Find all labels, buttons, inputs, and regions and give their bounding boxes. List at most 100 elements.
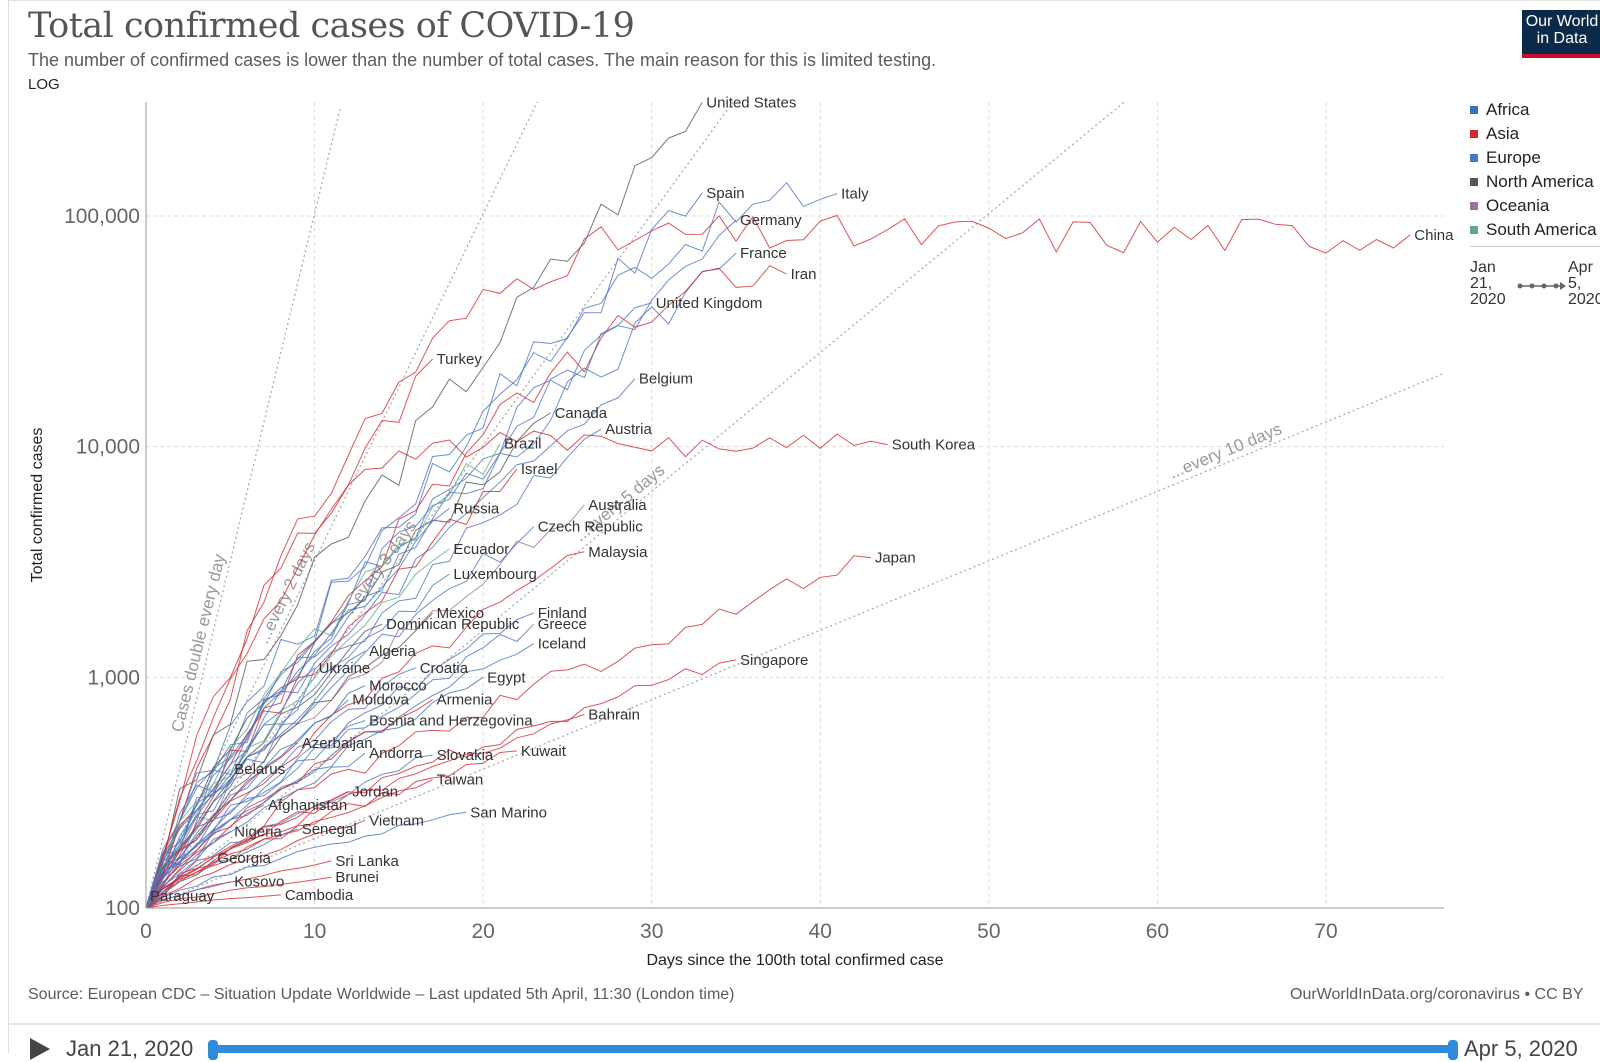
country-label: Jordan (352, 783, 398, 800)
country-label: Iceland (538, 636, 586, 653)
logo-line-2: in Data (1536, 30, 1588, 47)
country-label: Brazil (504, 436, 542, 453)
series-line (146, 428, 602, 908)
country-label: Cambodia (285, 887, 354, 904)
reference-line-label: Cases double every day (168, 552, 229, 734)
country-label: Ukraine (319, 660, 371, 677)
y-axis-title: Total confirmed cases (29, 428, 46, 583)
country-label: Algeria (369, 643, 416, 660)
play-icon[interactable] (30, 1038, 50, 1060)
legend-swatch (1470, 106, 1478, 114)
reference-lines-layer: Cases double every day ...every 2 days...… (146, 102, 1444, 908)
timeline-start-handle[interactable] (208, 1040, 218, 1060)
country-label: France (740, 245, 787, 262)
timeline-start-date: Jan 21, 2020 (66, 1036, 194, 1061)
country-label: Kuwait (521, 743, 567, 760)
country-label: Israel (521, 461, 558, 478)
log-scale-toggle[interactable]: LOG (28, 76, 60, 93)
axes-layer: 0 10 20 30 40 50 60 70 100 1,000 10,000 100,000 Days… (29, 102, 1444, 969)
x-axis-title: Days since the 100th total confirmed cas… (646, 952, 943, 969)
country-label: Russia (453, 500, 500, 517)
series-line (146, 412, 551, 908)
y-tick-label: 1,000 (87, 666, 140, 689)
x-tick-label: 60 (1146, 920, 1169, 943)
country-label: Morocco (369, 678, 427, 695)
country-label: Paraguay (150, 888, 215, 905)
series-line (146, 181, 838, 908)
time-legend-end: Apr 5, 2020 (1568, 259, 1600, 308)
country-label: Armenia (437, 692, 494, 709)
country-label: Bahrain (588, 707, 640, 724)
country-labels-layer: United States Spain Italy Germany China Franc… (150, 94, 1454, 904)
series-line (146, 573, 450, 908)
country-label: Singapore (740, 652, 808, 669)
country-label: Andorra (369, 745, 423, 762)
series-line (146, 819, 366, 908)
time-legend: Jan 21, 2020 Apr 5, 2020 (1470, 260, 1600, 320)
series-line (146, 659, 737, 908)
country-label: South Korea (892, 437, 976, 454)
series-line (146, 811, 467, 908)
series-line (146, 699, 349, 908)
legend-swatch (1470, 202, 1478, 210)
timeline-end-handle[interactable] (1448, 1040, 1458, 1060)
country-label: Nigeria (234, 823, 282, 840)
country-label: Vietnam (369, 812, 424, 829)
reference-line (146, 102, 1126, 908)
series-line (146, 214, 1411, 908)
country-label: Luxembourg (453, 566, 536, 583)
series-line (146, 526, 535, 908)
series-line (146, 895, 155, 908)
series-line (146, 667, 315, 908)
x-tick-label: 0 (140, 920, 152, 943)
legend-label: Oceania (1486, 196, 1550, 215)
x-tick-label: 70 (1314, 920, 1337, 943)
country-label: Brunei (335, 869, 378, 886)
source-url[interactable]: OurWorldInData.org/coronavirus • CC BY (1290, 986, 1584, 1003)
series-line (146, 828, 298, 908)
series-line (146, 714, 585, 908)
country-label: Greece (538, 616, 587, 633)
source-note: Source: European CDC – Situation Update … (28, 986, 735, 1003)
country-label: Georgia (217, 850, 271, 867)
series-line (146, 302, 652, 908)
owid-logo[interactable]: Our World in Data (1522, 10, 1600, 58)
series-line (146, 742, 299, 908)
country-label: Slovakia (437, 747, 494, 764)
time-legend-start: Jan 21, 2020 (1470, 259, 1506, 308)
country-label: Egypt (487, 669, 526, 686)
country-label: Australia (588, 497, 647, 514)
country-label: Azerbaijan (302, 735, 373, 752)
time-legend-arrow-icon (1517, 282, 1566, 290)
country-label: Belgium (639, 371, 693, 388)
page-title: Total confirmed cases of COVID-19 (28, 6, 635, 46)
series-line (146, 643, 534, 908)
country-label: Sri Lanka (335, 853, 399, 870)
country-label: San Marino (470, 804, 547, 821)
legend-label: Africa (1486, 100, 1530, 119)
timeline-slider[interactable] (212, 1045, 1452, 1053)
country-label: Bosnia and Herzegovina (369, 712, 533, 729)
legend-swatch (1470, 226, 1478, 234)
country-label: United States (706, 94, 796, 111)
series-line (146, 265, 787, 908)
country-label: Japan (875, 550, 916, 567)
footer-separator (8, 1023, 1600, 1025)
series-line (146, 252, 737, 908)
reference-line (146, 109, 341, 908)
chart-frame (8, 0, 1600, 1053)
country-label: Iran (791, 266, 817, 283)
series-line (146, 699, 433, 908)
x-tick-label: 40 (809, 920, 832, 943)
country-label: Malaysia (588, 544, 648, 561)
series-line (146, 804, 265, 908)
legend-swatch (1470, 130, 1478, 138)
series-line (146, 430, 888, 908)
page-subtitle: The number of confirmed cases is lower t… (28, 50, 937, 70)
country-label: United Kingdom (656, 295, 763, 312)
country-label: Moldova (352, 692, 409, 709)
country-label: Austria (605, 421, 652, 438)
x-tick-label: 30 (640, 920, 663, 943)
legend-label: North America (1486, 172, 1594, 191)
